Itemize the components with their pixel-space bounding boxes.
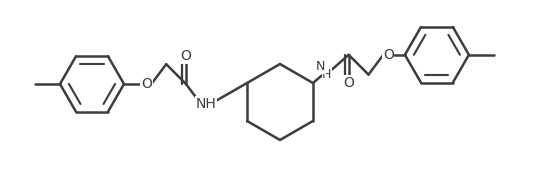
Text: H: H [322, 68, 332, 81]
Text: O: O [343, 76, 354, 90]
Text: N: N [316, 60, 325, 73]
Text: O: O [383, 48, 394, 62]
Text: O: O [180, 49, 192, 63]
Text: NH: NH [195, 97, 216, 111]
Text: O: O [141, 77, 152, 91]
